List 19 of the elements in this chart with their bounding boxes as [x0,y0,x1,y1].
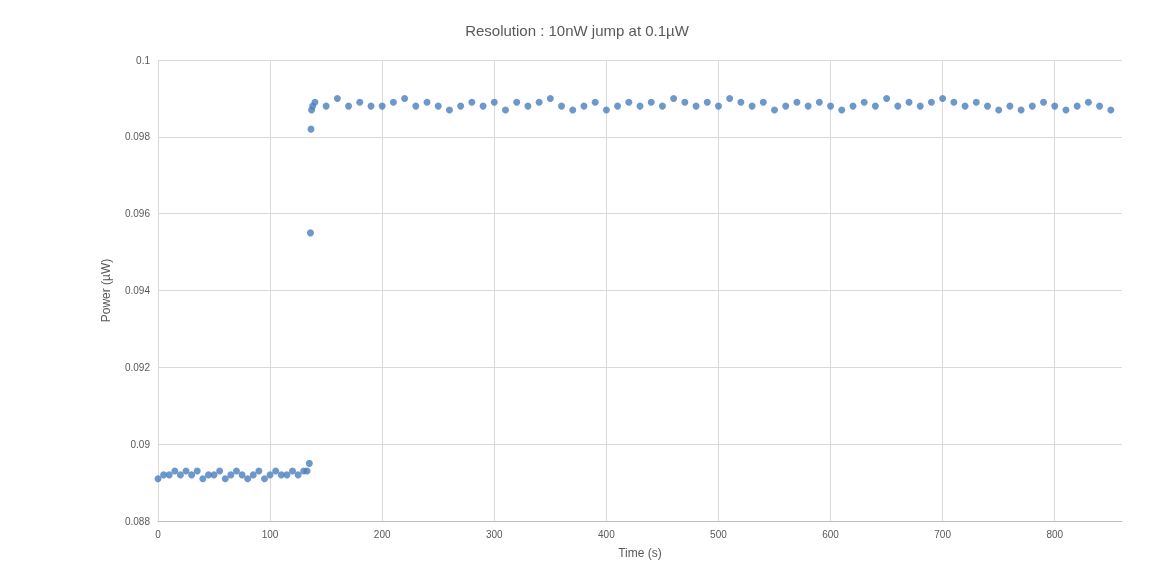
y-tick-label: 0.094 [124,285,151,296]
x-tick-label: 100 [261,528,279,540]
x-tick-label: 400 [598,528,616,540]
y-tick-label: 0.098 [124,131,151,143]
x-tick-label: 300 [485,528,504,540]
chart-title: Resolution : 10nW jump at 0.1µW [465,22,690,39]
y-tick-label: 0.092 [124,361,151,373]
x-tick-label: 700 [934,528,952,540]
x-axis-title: Time (s) [618,546,662,560]
x-tick-label: 200 [373,528,391,540]
x-tick-label: 600 [822,528,840,540]
y-tick-label: 0.09 [130,438,151,450]
x-tick-label: 0 [155,528,162,540]
y-tick-label: 0.096 [124,208,151,220]
y-tick-label: 0.1 [136,54,151,66]
x-tick-label: 500 [710,528,728,540]
y-tick-label: 0.088 [124,515,151,527]
x-tick-label: 800 [1046,528,1064,540]
y-axis-title: Power (µW) [99,258,113,323]
